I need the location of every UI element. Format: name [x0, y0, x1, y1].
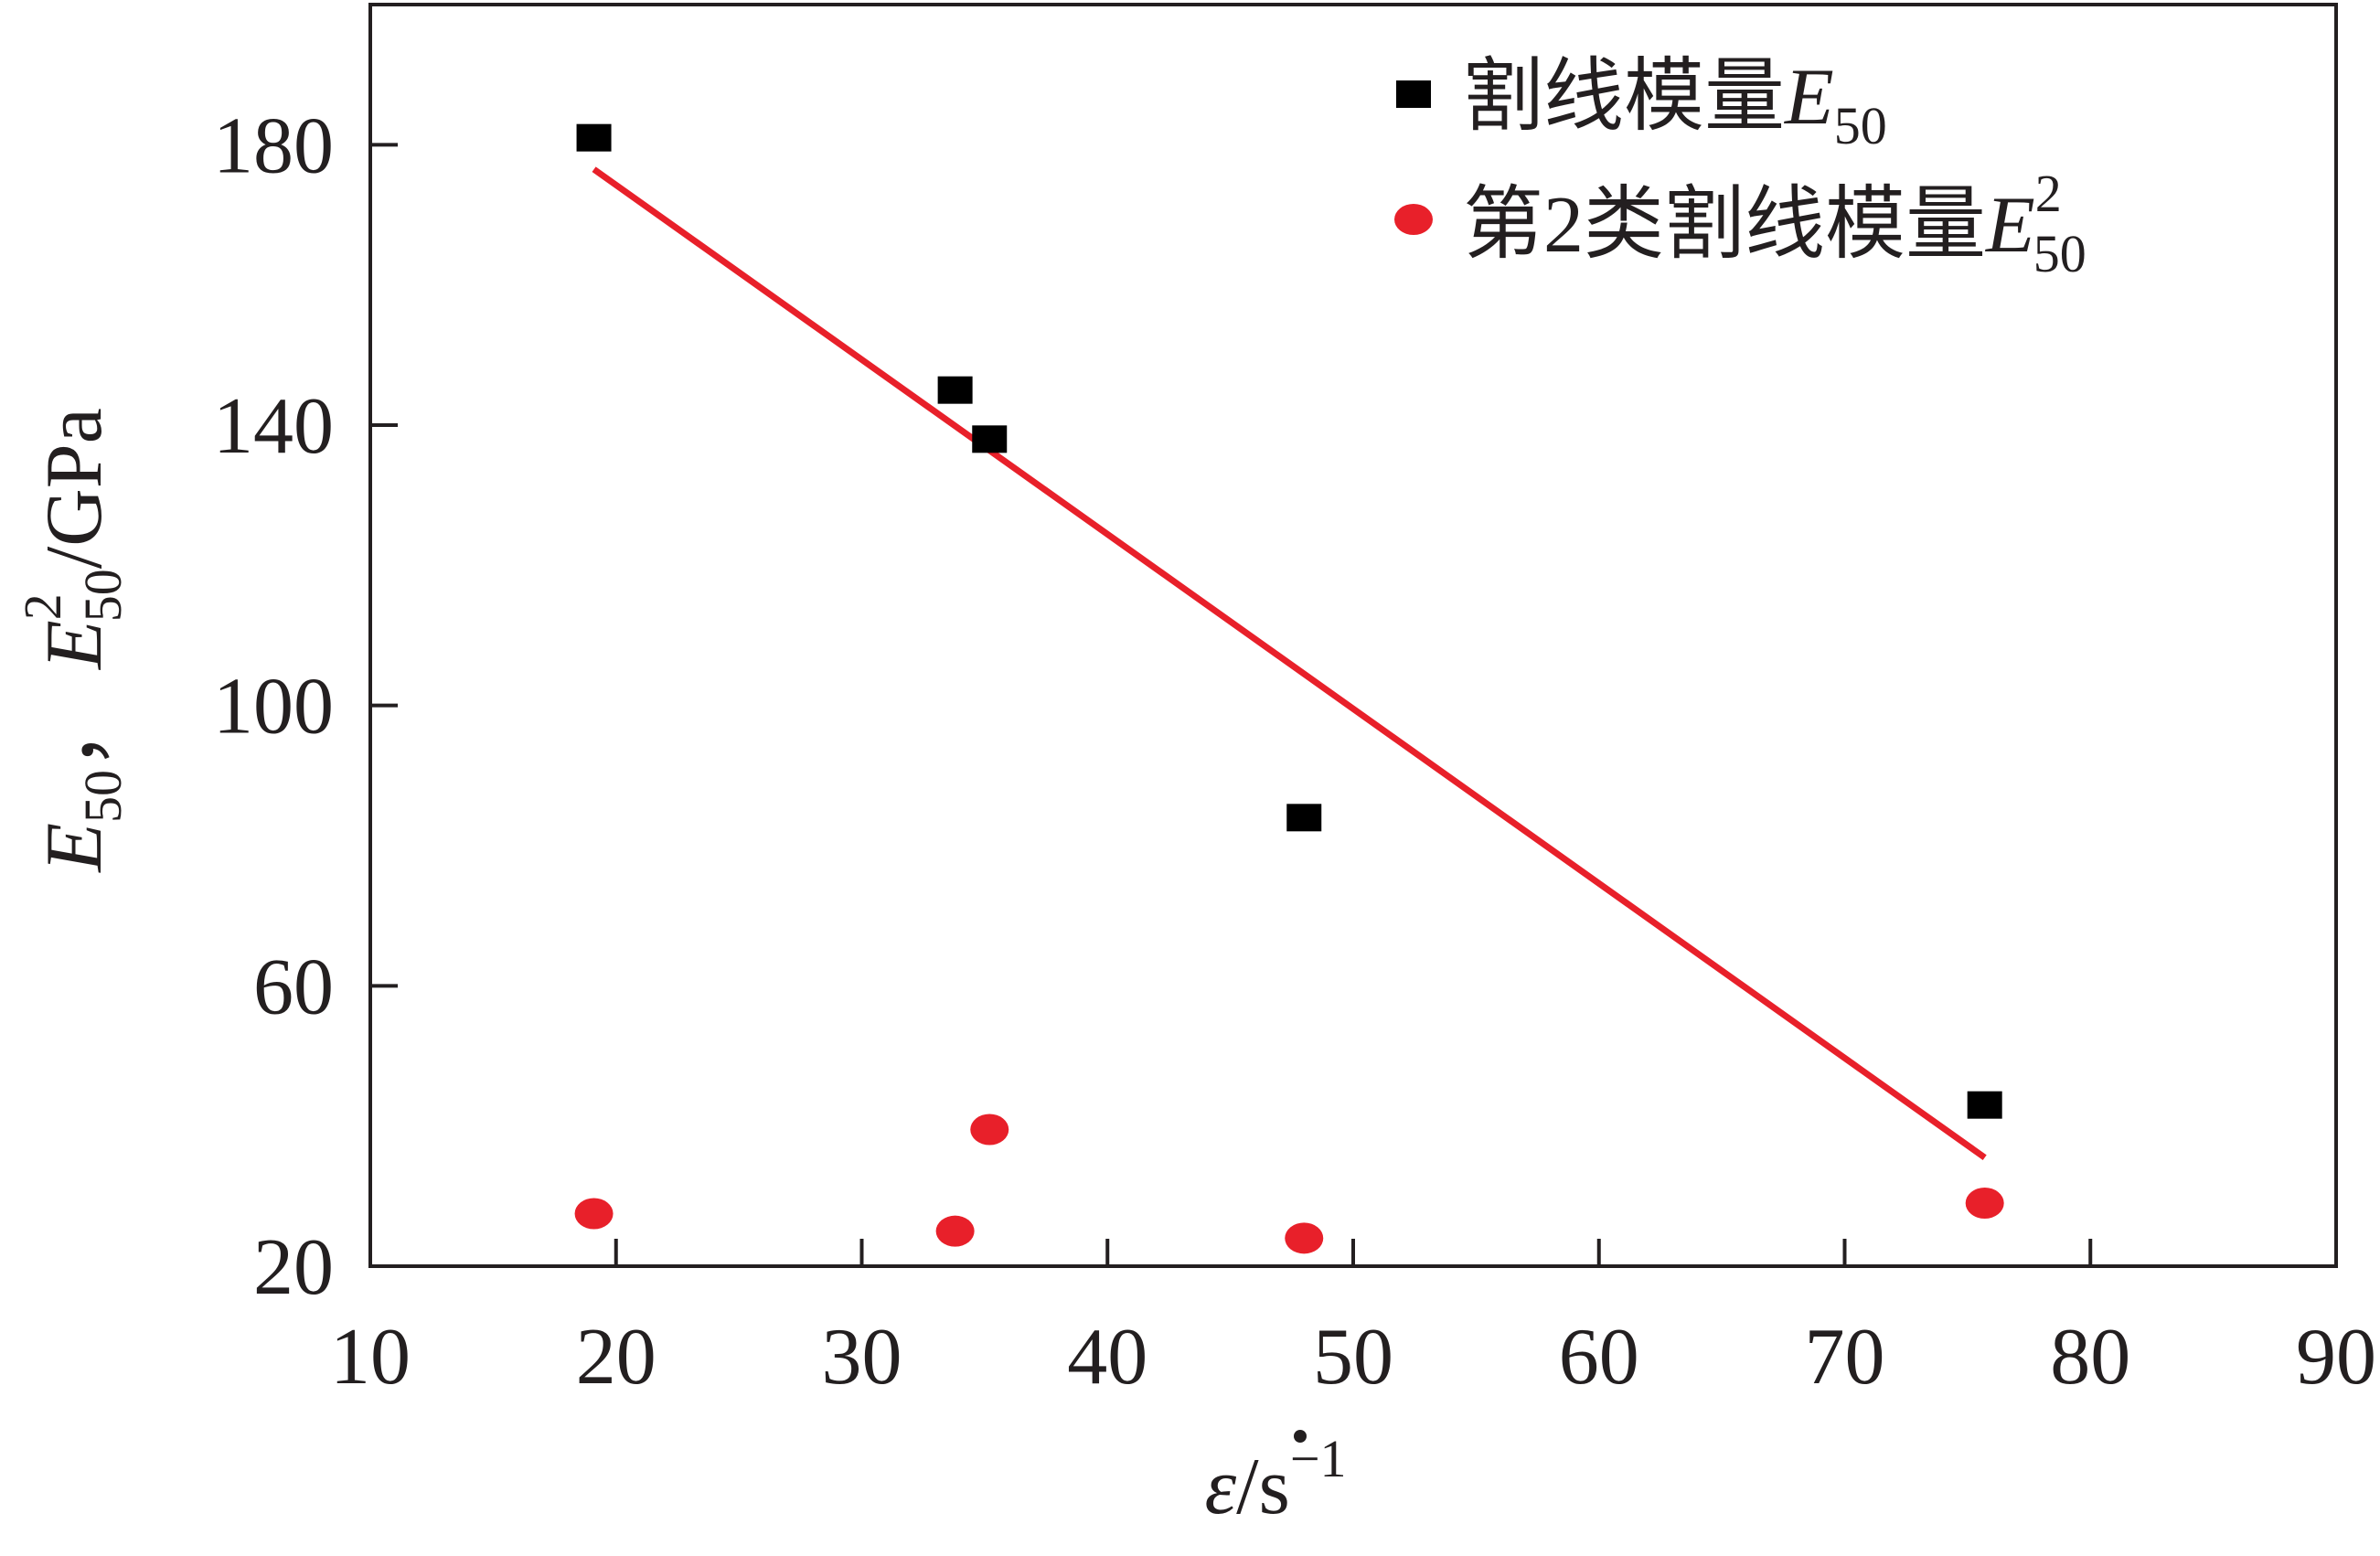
fit-line-layer — [592, 166, 1987, 1161]
y-tick-label: 100 — [213, 663, 334, 751]
data-point-square — [972, 425, 1008, 453]
x-tick-label: 90 — [2296, 1313, 2376, 1401]
data-point-circle — [935, 1215, 975, 1247]
x-axis-title: ε/s−1 — [1204, 1429, 1346, 1531]
x-tick-label: 20 — [576, 1313, 656, 1401]
y-tick-label: 60 — [253, 943, 334, 1031]
x-tick-label: 60 — [1559, 1313, 1639, 1401]
fit-line — [592, 166, 1987, 1161]
x-tick-label: 50 — [1313, 1313, 1393, 1401]
data-point-circle — [1285, 1222, 1324, 1254]
x-tick-label: 30 — [822, 1313, 902, 1401]
legend-marker-square — [1396, 80, 1431, 108]
data-point-circle — [1965, 1188, 2004, 1219]
legend-marker-circle — [1394, 204, 1433, 235]
legend-label-series2: 第2类割线模量E2 50 — [1463, 164, 2087, 283]
data-point-circle — [970, 1114, 1009, 1146]
data-point-circle — [574, 1198, 614, 1230]
data-points — [574, 123, 2004, 1254]
x-tick-label: 40 — [1067, 1313, 1147, 1401]
y-tick-label: 180 — [213, 101, 334, 190]
y-axis-title: E50， E250/GPa — [13, 408, 133, 874]
y-tick-label: 140 — [213, 382, 334, 471]
data-point-square — [1286, 804, 1322, 832]
x-axis-title-dot — [1294, 1430, 1307, 1443]
legend-label-series1: 割线模量E50 — [1463, 53, 1887, 155]
data-point-square — [937, 376, 973, 404]
x-tick-label: 80 — [2050, 1313, 2130, 1401]
data-point-square — [576, 123, 612, 152]
x-tick-label: 70 — [1805, 1313, 1885, 1401]
x-tick-label: 10 — [330, 1313, 411, 1401]
data-point-square — [1967, 1091, 2002, 1119]
axis-titles: ε/s−1 E50， E250/GPa — [13, 408, 1347, 1531]
y-tick-label: 20 — [253, 1223, 334, 1312]
